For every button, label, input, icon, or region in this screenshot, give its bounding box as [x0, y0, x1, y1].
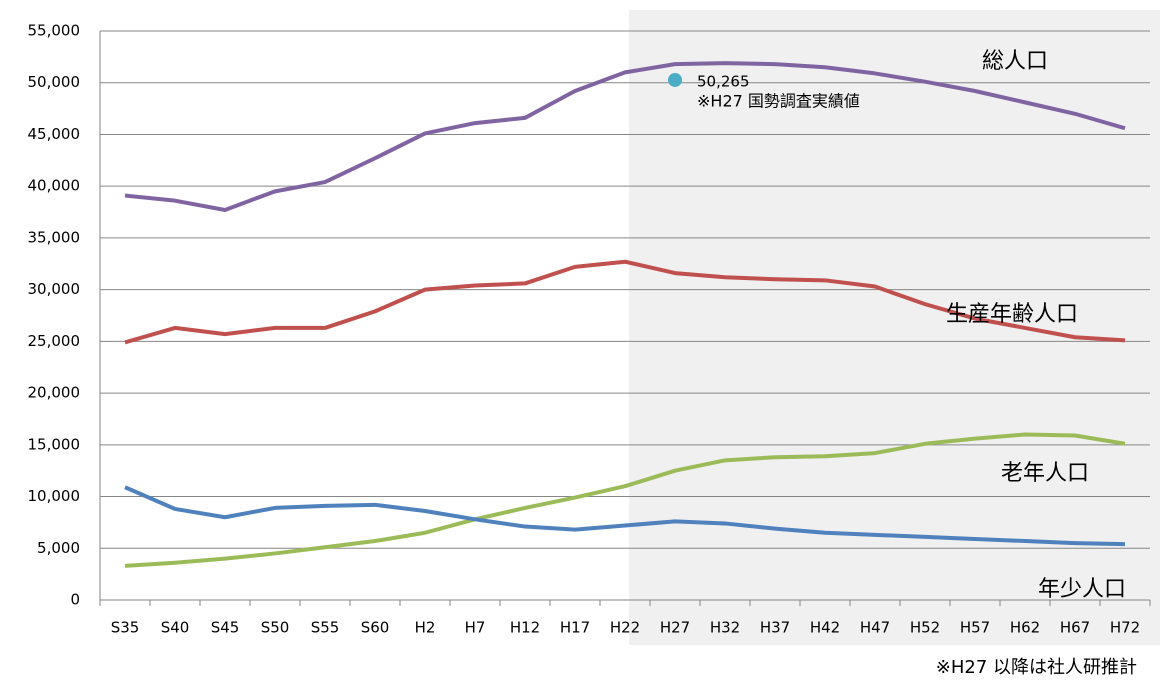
series-line	[124, 432, 1126, 568]
y-tick-label: 15,000	[28, 435, 81, 453]
x-tick-label: H27	[660, 619, 690, 637]
x-tick-label: S35	[111, 619, 140, 637]
y-tick-label: 40,000	[28, 177, 81, 195]
series-label: 総人口	[982, 49, 1048, 74]
series-line	[124, 485, 1126, 547]
x-tick-label: S60	[361, 619, 390, 637]
x-tick-label: S45	[211, 619, 240, 637]
x-tick-label: H42	[810, 619, 840, 637]
x-tick-label: H72	[1110, 619, 1140, 637]
x-tick-label: H7	[465, 619, 486, 637]
footnote: ※H27 以降は社人研推計	[936, 657, 1137, 678]
annotation-point	[668, 72, 682, 87]
series-line	[124, 259, 1126, 345]
y-tick-label: 35,000	[28, 228, 81, 246]
x-tick-label: H32	[710, 619, 740, 637]
x-tick-label: S55	[311, 619, 340, 637]
projection-region	[629, 10, 1160, 645]
x-tick-label: H57	[960, 619, 990, 637]
x-tick-label: H52	[910, 619, 940, 637]
x-tick-label: H12	[510, 619, 540, 637]
y-tick-label: 0	[70, 591, 80, 609]
y-tick-label: 20,000	[28, 384, 81, 402]
series-label: 生産年齢人口	[946, 302, 1078, 327]
series-label: 年少人口	[1038, 577, 1126, 602]
y-tick-label: 30,000	[28, 280, 81, 298]
x-tick-label: H37	[760, 619, 790, 637]
y-tick-label: 45,000	[28, 125, 81, 143]
y-tick-label: 5,000	[37, 539, 80, 557]
x-tick-label: H62	[1010, 619, 1040, 637]
y-tick-label: 25,000	[28, 332, 81, 350]
x-tick-label: S40	[161, 619, 190, 637]
series-label: 老年人口	[1001, 461, 1089, 486]
y-tick-label: 55,000	[28, 22, 81, 40]
x-tick-label: H67	[1060, 619, 1090, 637]
annotation-note: ※H27 国勢調査実績値	[697, 91, 860, 110]
y-tick-label: 10,000	[28, 487, 81, 505]
x-tick-label: H17	[560, 619, 590, 637]
x-tick-label: H22	[610, 619, 640, 637]
annotation-value: 50,265	[697, 72, 750, 90]
y-tick-label: 50,000	[28, 73, 81, 91]
x-tick-label: S50	[261, 619, 290, 637]
x-tick-label: H2	[415, 619, 436, 637]
series-line	[124, 61, 1126, 212]
x-tick-label: H47	[860, 619, 890, 637]
